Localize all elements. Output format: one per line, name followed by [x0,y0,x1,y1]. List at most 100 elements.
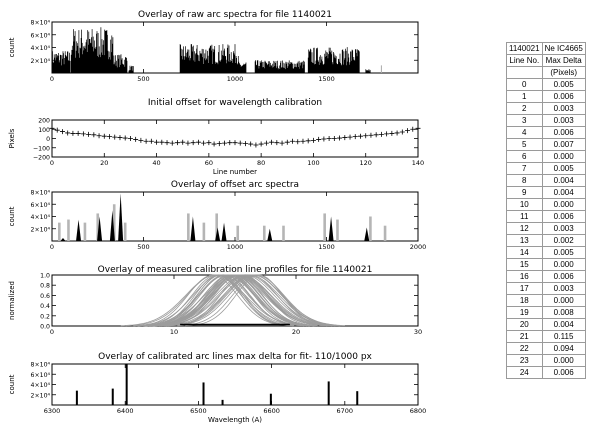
x-tick-label: 6300 [44,407,61,415]
offset-point [410,126,416,132]
table-row: 6 0.000 [506,150,586,163]
y-tick-label: 0.0 [40,324,50,331]
gray-peak [123,222,127,241]
table-header-lamp: Ne IC4665 [541,42,586,55]
offset-point [326,136,332,141]
y-tick-label: 0.8 [40,283,50,290]
table-row: 3 0.003 [506,114,586,127]
offset-point [378,131,384,137]
black-peak [97,216,103,241]
table-row: 5 0.007 [506,138,586,151]
offset-point [65,130,71,136]
table-cell-max-delta: 0.006 [541,126,586,139]
table-cell-line-no: 5 [506,138,543,151]
table-cell-line-no: 6 [506,150,543,163]
offset-point [274,140,280,146]
plot-frame [51,119,419,158]
offset-point [337,135,343,141]
gray-peak [323,213,326,241]
offset-point [148,138,154,144]
black-peak [328,216,334,241]
table-row: 21 0.115 [506,330,586,343]
table-cell-line-no: 2 [506,102,543,115]
black-peak [221,222,227,241]
table-cell-line-no: 17 [506,282,543,295]
table-header-row: 1140021 Ne IC4665 [506,42,586,55]
offset-point [201,140,207,146]
table-cell-max-delta: 0.006 [541,366,586,379]
offset-point [169,140,175,146]
offset-point [232,140,238,146]
offset-point [253,142,259,148]
offset-point [49,125,55,131]
x-tick-label: 1500 [318,243,335,251]
table-cell-line-no: 13 [506,234,543,247]
gray-peak [202,222,206,241]
table-row: 7 0.005 [506,162,586,175]
max-delta-table: 1140021 Ne IC4665 Line No. Max Delta (Pi… [506,42,586,379]
table-row: 20 0.004 [506,318,586,331]
table-row: 18 0.000 [506,294,586,307]
gray-peak [67,219,70,241]
offset-point [269,139,275,145]
chart-title: Overlay of offset arc spectra [171,180,299,190]
y-axis-label: count [8,374,16,394]
table-cell-max-delta: 0.094 [541,342,586,355]
calibrated-line [356,391,359,405]
table-units-spacer [506,66,543,79]
offset-point [54,127,60,133]
offset-point [227,140,233,146]
offset-point [263,140,269,146]
y-tick-label: 8×10⁴ [31,20,51,27]
profile-curve [137,274,315,327]
offset-point [101,133,107,139]
table-cell-line-no: 23 [506,354,543,367]
x-tick-label: 10 [170,328,178,336]
table-cell-max-delta: 0.003 [541,102,586,115]
raw-spectrum-trace [51,27,371,73]
table-cell-line-no: 0 [506,78,543,91]
plot-frame [51,191,419,242]
table-cell-max-delta: 0.004 [541,318,586,331]
black-peak [267,228,273,241]
offset-point [248,141,254,147]
offset-point [342,135,348,141]
table-cell-line-no: 11 [506,210,543,223]
offset-point [384,131,390,137]
offset-point [107,134,113,140]
x-tick-label: 1000 [227,75,244,83]
offset-point [154,139,160,145]
gray-peak [236,225,240,241]
table-row: 11 0.006 [506,210,586,223]
y-axis-label: Pixels [8,128,16,148]
y-tick-label: 2×10⁴ [31,58,51,65]
gray-peak [282,225,285,241]
gray-peak [112,204,116,241]
offset-point [331,136,337,141]
y-tick-label: −100 [33,145,50,152]
gray-peak [262,225,266,241]
chart-title: Overlay of measured calibration line pro… [98,265,373,275]
table-row: 2 0.003 [506,102,586,115]
y-tick-label: 4×10⁴ [31,382,51,389]
offset-point [405,128,411,134]
offset-point [190,140,196,146]
table-cell-line-no: 16 [506,270,543,283]
offset-point [138,137,144,143]
x-tick-label: 0 [50,328,54,336]
gray-peak [336,219,339,241]
gray-peak [383,225,387,241]
offset-point [133,136,139,142]
x-tick-label: 500 [137,75,149,83]
y-tick-label: 2×10⁴ [31,226,51,233]
offset-point [211,141,217,147]
table-cell-line-no: 15 [506,258,543,271]
offset-point [295,139,301,145]
table-row: 19 0.008 [506,306,586,319]
table-row: 4 0.006 [506,126,586,139]
offset-point [195,139,201,145]
offset-point [117,135,123,141]
offset-point [91,132,97,138]
offset-point [290,138,296,144]
profile-curve [149,274,333,327]
